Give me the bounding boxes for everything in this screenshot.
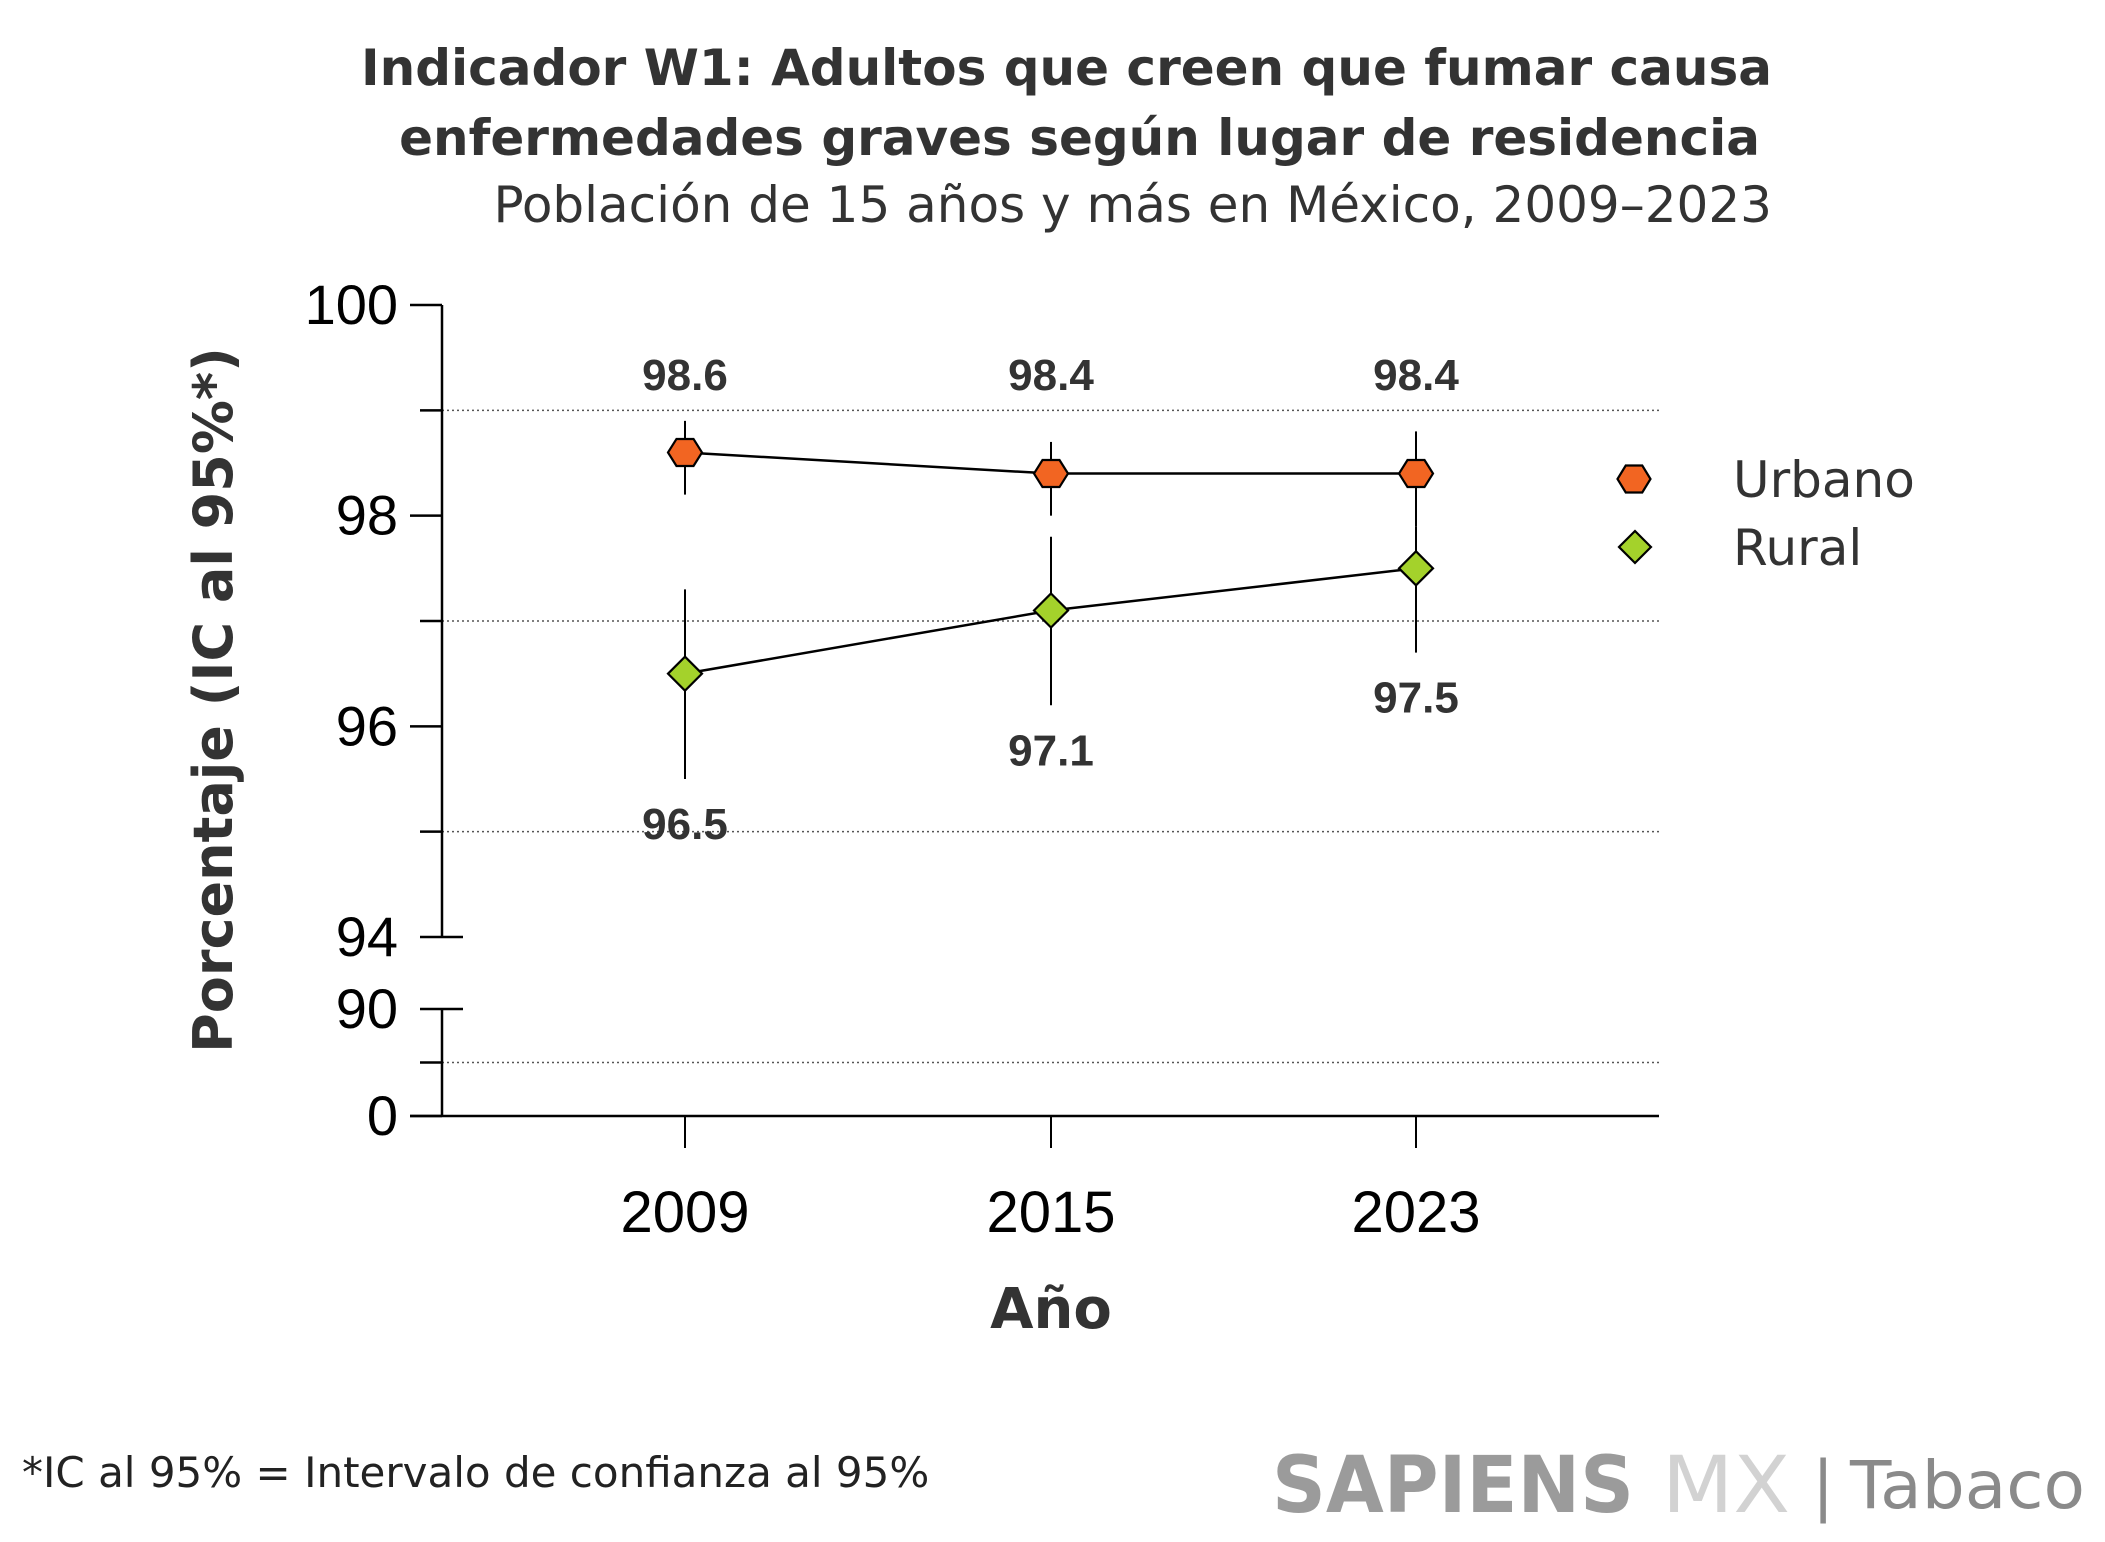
chart-title-line-2: enfermedades graves según lugar de resid…: [399, 109, 1760, 167]
chart-title-line-1: Indicador W1: Adultos que creen que fuma…: [361, 39, 1772, 97]
data-label-urbano: 98.4: [1373, 351, 1459, 400]
y-tick-label: 94: [336, 905, 398, 968]
x-tick-label: 2009: [620, 1180, 749, 1245]
y-tick-label: 90: [336, 977, 398, 1040]
hexagon-marker-urbano: [1032, 458, 1070, 489]
brand-logo: SAPIENS MX | Tabaco: [1272, 1441, 2085, 1531]
legend-diamond-shape: [1617, 529, 1653, 565]
axes: [410, 303, 1659, 1148]
y-tick-label: 96: [336, 694, 398, 757]
brand-tabaco: Tabaco: [1849, 1447, 2085, 1524]
legend-label-rural: Rural: [1733, 519, 1862, 577]
footnote: *IC al 95% = Intervalo de confianza al 9…: [22, 1448, 929, 1497]
data-labels: 98.6 98.4 98.4 96.5 97.1 97.5: [642, 351, 1459, 849]
y-tick-label: 98: [336, 484, 398, 547]
y-tick-labels: 94 96 98 100 0 90: [305, 273, 398, 1147]
brand-sapiens: SAPIENS: [1272, 1441, 1634, 1531]
brand-mx: MX: [1662, 1441, 1790, 1531]
y-tick-label: 0: [367, 1084, 398, 1147]
x-tick-label: 2015: [986, 1180, 1115, 1245]
legend-item-rural: Rural: [1617, 519, 1862, 577]
data-label-rural: 96.5: [642, 800, 728, 849]
x-tick-label: 2023: [1351, 1180, 1480, 1245]
diamond-marker-rural: [1032, 591, 1070, 630]
legend-label-urbano: Urbano: [1733, 451, 1915, 509]
x-axis-title: Año: [990, 1277, 1112, 1342]
chart-subtitle: Población de 15 años y más en México, 20…: [493, 176, 1772, 234]
data-label-rural: 97.1: [1008, 726, 1094, 775]
series-markers: [666, 437, 1435, 693]
diamond-marker-icon: [1617, 529, 1653, 565]
legend-item-urbano: Urbano: [1616, 451, 1915, 509]
diamond-marker-rural: [666, 655, 704, 693]
hexagon-marker-icon: [1616, 464, 1652, 494]
legend: Urbano Rural: [1616, 451, 1915, 577]
data-label-urbano: 98.6: [642, 351, 728, 400]
legend-hexagon-shape: [1616, 464, 1652, 494]
brand-separator: |: [1812, 1447, 1834, 1524]
hexagon-marker-urbano: [666, 437, 704, 468]
y-axis-title: Porcentaje (IC al 95%*): [182, 347, 245, 1053]
hexagon-marker-urbano: [1397, 458, 1435, 489]
diamond-marker-rural: [1397, 549, 1435, 587]
y-tick-label: 100: [305, 273, 398, 336]
x-tick-labels: 2009 2015 2023: [620, 1180, 1480, 1245]
data-label-urbano: 98.4: [1008, 351, 1094, 400]
data-label-rural: 97.5: [1373, 674, 1459, 723]
